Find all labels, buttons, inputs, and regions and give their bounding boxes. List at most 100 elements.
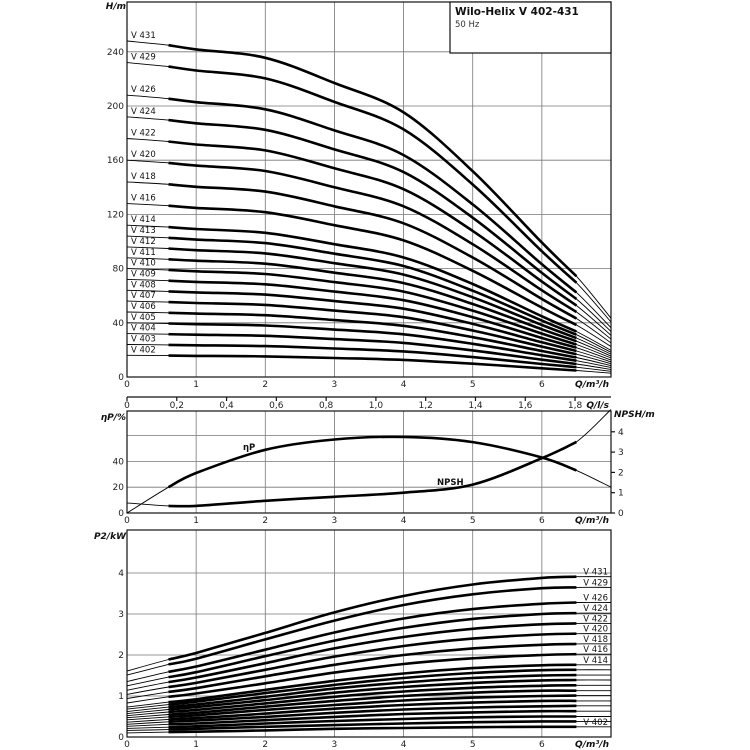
x-tick-label: 2 (262, 516, 268, 526)
power-curve (168, 715, 577, 729)
right-y-tick-label: 1 (618, 489, 624, 499)
head-curve (168, 183, 578, 320)
power-curve (168, 694, 577, 719)
power-curve (168, 684, 577, 714)
x-tick-label: 3 (332, 740, 338, 750)
power-curve (168, 720, 577, 731)
right-y-tick-label: 3 (618, 448, 624, 458)
x-tick-label: 0 (124, 516, 130, 526)
head-curve (168, 161, 578, 314)
series-label: V 426 (131, 85, 156, 95)
secondary-x-tick-label: 0,2 (170, 401, 184, 411)
secondary-x-tick-label: 1,6 (518, 401, 533, 411)
y-axis-label: P2/kW (94, 532, 127, 542)
secondary-x-tick-label: 1,0 (369, 401, 384, 411)
efficiency-npsh-chart: 0 20 40 0 1 2 3 4 5 6 Q/m³/h ηP/% NPSH/m 0 1 2 3 4 ηP NPSH (101, 409, 655, 526)
x-tick-label: 0 (124, 740, 130, 750)
x-tick-label: 6 (539, 380, 545, 390)
power-curve (168, 601, 577, 674)
x-tick-label: 1 (193, 380, 199, 390)
head-curve (168, 354, 577, 372)
right-y-tick-label: 0 (618, 509, 624, 519)
power-curve (168, 575, 577, 661)
series-label: V 413 (131, 226, 156, 236)
head-curve (168, 332, 577, 366)
series-label: V 424 (583, 604, 608, 614)
secondary-x-axis-label: Q/l/s (586, 401, 609, 411)
right-y-tick-label: 4 (618, 428, 624, 438)
power-curve (168, 725, 577, 734)
series-label: V 418 (131, 172, 156, 182)
secondary-x-tick-label: 1,2 (419, 401, 433, 411)
plot-frame (126, 410, 612, 514)
series-label: V 407 (131, 291, 156, 301)
series-label: V 424 (131, 107, 156, 117)
series-label: V 412 (131, 237, 156, 247)
series-label: V 426 (583, 594, 608, 604)
x-axis-label: Q/m³/h (575, 380, 609, 390)
y-axis-label-right: NPSH/m (614, 410, 655, 420)
efficiency-curve-thin (126, 436, 612, 514)
x-tick-label: 2 (262, 380, 268, 390)
head-curve (168, 97, 578, 294)
series-label: V 414 (583, 656, 608, 666)
x-tick-label: 1 (193, 516, 199, 526)
npsh-curve-label: NPSH (437, 478, 464, 488)
x-axis-label: Q/m³/h (575, 740, 609, 750)
series-label: V 414 (131, 215, 156, 225)
head-curve (168, 311, 577, 359)
head-curve (168, 300, 577, 356)
series-label: V 418 (583, 635, 608, 645)
y-axis-label: ηP/% (101, 413, 126, 423)
x-tick-label: 4 (401, 380, 407, 390)
series-label: V 431 (131, 31, 156, 41)
x-tick-label: 5 (470, 740, 476, 750)
series-label: V 420 (583, 625, 608, 635)
x-tick-label: 4 (401, 740, 407, 750)
power-curve (168, 668, 577, 706)
power-curve (168, 632, 577, 689)
efficiency-curve (167, 435, 577, 489)
head-curve (168, 258, 577, 343)
y-tick-label: 1 (118, 692, 124, 702)
series-label: V 402 (131, 345, 156, 355)
secondary-x-tick-label: 0 (124, 401, 130, 411)
y-tick-label: 0 (118, 509, 124, 519)
power-curve (168, 678, 577, 711)
series-label: V 406 (131, 302, 156, 312)
series-label: V 429 (131, 53, 156, 63)
power-curve (168, 622, 577, 684)
x-tick-label: 5 (470, 380, 476, 390)
series-label: V 422 (583, 614, 608, 624)
series-label: V 416 (131, 194, 156, 204)
series-label: V 420 (131, 150, 156, 160)
y-tick-label: 80 (113, 265, 125, 275)
power-curve (168, 663, 577, 704)
y-tick-label: 120 (107, 210, 124, 220)
head-curve (168, 140, 578, 307)
head-curve (168, 225, 577, 333)
secondary-x-tick-label: 0,4 (219, 401, 234, 411)
chart-subtitle: 50 Hz (455, 20, 480, 30)
series-label: V 416 (583, 645, 608, 655)
power-curve-thin (126, 586, 612, 676)
chart-title: Wilo-Helix V 402-431 (455, 6, 579, 18)
x-tick-label: 4 (401, 516, 407, 526)
head-curve (168, 65, 578, 284)
x-tick-label: 6 (539, 516, 545, 526)
head-curve (168, 268, 577, 346)
secondary-x-tick-label: 0,8 (319, 401, 334, 411)
y-tick-label: 40 (113, 457, 125, 467)
x-tick-label: 2 (262, 740, 268, 750)
secondary-x-tick-label: 1,8 (568, 401, 583, 411)
y-tick-label: 160 (107, 156, 124, 166)
power-curve (168, 586, 577, 666)
series-label: V 408 (131, 280, 156, 290)
power-curve (168, 642, 577, 694)
efficiency-curve-label: ηP (243, 443, 255, 453)
head-curve (168, 236, 577, 336)
y-tick-label: 20 (113, 483, 125, 493)
